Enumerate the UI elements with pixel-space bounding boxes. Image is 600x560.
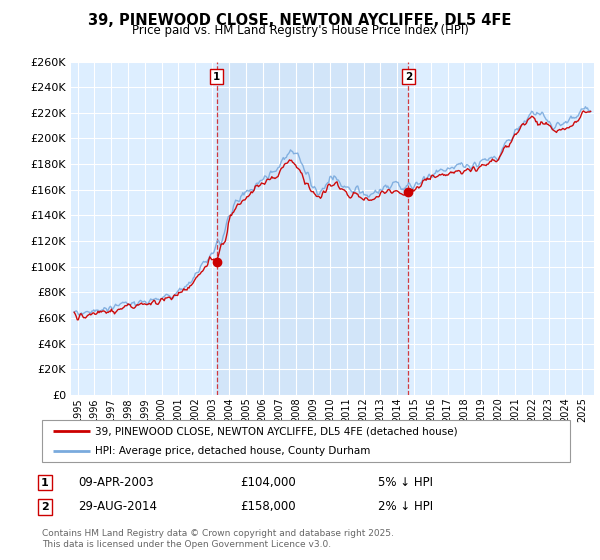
Text: Contains HM Land Registry data © Crown copyright and database right 2025.
This d: Contains HM Land Registry data © Crown c…: [42, 529, 394, 549]
Text: Price paid vs. HM Land Registry's House Price Index (HPI): Price paid vs. HM Land Registry's House …: [131, 24, 469, 37]
Text: 5% ↓ HPI: 5% ↓ HPI: [378, 476, 433, 489]
Text: 2% ↓ HPI: 2% ↓ HPI: [378, 500, 433, 514]
FancyBboxPatch shape: [42, 420, 570, 462]
Text: £158,000: £158,000: [240, 500, 296, 514]
Text: 1: 1: [41, 478, 49, 488]
Text: 1: 1: [213, 72, 220, 82]
Text: 2: 2: [404, 72, 412, 82]
Text: £104,000: £104,000: [240, 476, 296, 489]
Bar: [217, 62, 408, 395]
Text: 2: 2: [41, 502, 49, 512]
Text: 29-AUG-2014: 29-AUG-2014: [78, 500, 157, 514]
Text: 39, PINEWOOD CLOSE, NEWTON AYCLIFFE, DL5 4FE (detached house): 39, PINEWOOD CLOSE, NEWTON AYCLIFFE, DL5…: [95, 426, 457, 436]
Text: HPI: Average price, detached house, County Durham: HPI: Average price, detached house, Coun…: [95, 446, 370, 456]
Text: 09-APR-2003: 09-APR-2003: [78, 476, 154, 489]
Text: 39, PINEWOOD CLOSE, NEWTON AYCLIFFE, DL5 4FE: 39, PINEWOOD CLOSE, NEWTON AYCLIFFE, DL5…: [88, 13, 512, 28]
